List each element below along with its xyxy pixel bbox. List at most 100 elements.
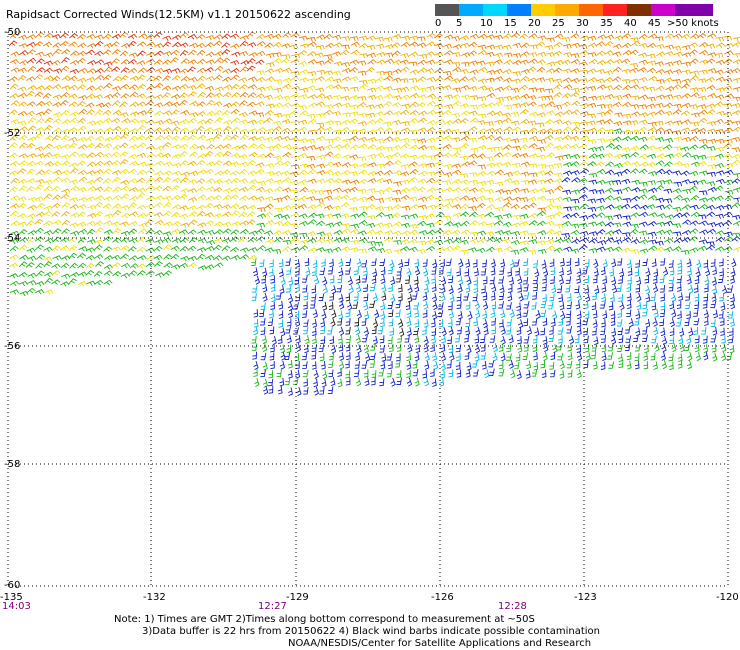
wind-barb [408, 161, 418, 167]
wind-barb [281, 113, 291, 119]
wind-barb [546, 214, 556, 220]
wind-barb [503, 52, 513, 58]
wind-barb [460, 179, 470, 185]
wind-barb [518, 137, 528, 143]
wind-barb [315, 76, 325, 82]
wind-barb [189, 170, 199, 177]
wind-barb [604, 59, 614, 65]
wind-barb [171, 220, 181, 227]
wind-barb [188, 76, 198, 83]
wind-barb [481, 285, 486, 294]
wind-barb [431, 275, 436, 284]
wind-barb [153, 185, 163, 192]
wind-barb [554, 185, 564, 191]
wind-barb [263, 211, 273, 218]
wind-barb [247, 84, 258, 90]
wind-barb [537, 35, 547, 41]
wind-barb [452, 245, 462, 251]
wind-barb [408, 246, 418, 253]
wind-barb [639, 94, 649, 100]
legend-label: 0 [435, 18, 442, 29]
wind-barb [523, 292, 530, 300]
wind-barb [588, 58, 598, 65]
wind-barb [306, 138, 316, 144]
wind-barb [290, 212, 300, 219]
wind-barb [349, 135, 359, 142]
wind-barb [265, 146, 275, 152]
wind-barb [364, 377, 370, 387]
wind-barb [365, 104, 375, 110]
wind-barb [434, 33, 444, 39]
wind-barb [213, 160, 223, 167]
wind-barb [103, 66, 113, 73]
wind-barb [493, 119, 503, 125]
wind-barb [393, 87, 403, 93]
wind-barb [323, 248, 333, 254]
wind-barb [460, 195, 470, 201]
wind-barb [395, 359, 401, 368]
wind-barb [622, 232, 631, 238]
wind-barb [558, 335, 563, 344]
wind-barb [425, 85, 435, 92]
wind-barb [251, 343, 258, 351]
wind-barb [145, 247, 155, 253]
wind-barb [451, 112, 461, 118]
wind-barb [592, 309, 598, 319]
wind-barb [60, 65, 70, 72]
wind-barb [452, 66, 462, 73]
wind-barb [431, 327, 437, 337]
wind-barb [251, 335, 257, 344]
wind-barb [455, 344, 462, 353]
wind-barb [646, 86, 656, 92]
wind-barb [542, 267, 549, 277]
wind-barb [248, 136, 258, 142]
wind-barb [486, 222, 496, 228]
wind-barb [690, 127, 700, 134]
wind-barb [566, 326, 573, 334]
wind-barb [299, 69, 309, 75]
wind-barb [628, 318, 634, 328]
wind-barb [161, 237, 172, 244]
wind-barb [618, 353, 624, 363]
wind-barb [163, 262, 173, 268]
wind-barb [732, 77, 740, 83]
wind-barb [655, 44, 665, 50]
wind-barb [544, 203, 555, 210]
wind-barb [537, 187, 547, 193]
wind-barb [238, 169, 248, 175]
wind-barb [196, 178, 206, 184]
wind-barb [9, 238, 19, 245]
wind-barb [59, 32, 69, 39]
wind-barb [163, 118, 173, 124]
wind-barb [618, 293, 624, 302]
wind-barb [291, 204, 301, 210]
wind-barb [206, 99, 215, 107]
wind-barb [274, 220, 284, 227]
wind-barb [510, 179, 520, 186]
wind-barb [391, 212, 401, 219]
wind-barb [630, 84, 640, 90]
wind-barb [397, 318, 404, 328]
wind-barb [153, 212, 163, 218]
wind-barb [696, 259, 702, 269]
wind-barb [384, 213, 394, 219]
wind-barb [153, 110, 164, 117]
wind-barb [197, 194, 207, 201]
wind-barb [93, 239, 104, 245]
wind-barb [527, 250, 537, 255]
wind-barb [639, 161, 649, 168]
wind-barb [315, 122, 325, 128]
wind-barb [502, 202, 512, 208]
wind-barb [411, 292, 418, 300]
wind-barb [205, 161, 215, 167]
wind-barb [409, 101, 419, 108]
wind-barb [426, 59, 436, 65]
wind-barb [672, 78, 682, 84]
wind-barb [663, 229, 673, 235]
wind-barb [553, 67, 563, 73]
wind-barb [730, 293, 735, 303]
wind-barb [444, 198, 454, 204]
wind-barb [303, 292, 309, 301]
wind-barb [264, 247, 274, 253]
wind-barb [119, 101, 129, 108]
